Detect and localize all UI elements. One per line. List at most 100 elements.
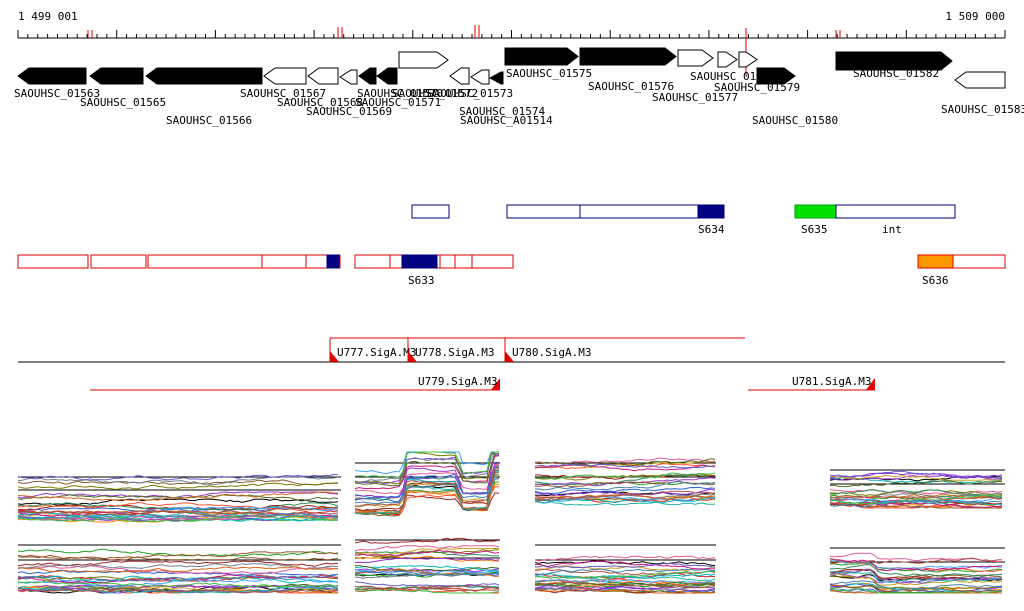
profile-trace <box>354 455 500 490</box>
segment-box[interactable] <box>17 254 89 269</box>
tss-flag-reverse[interactable] <box>491 378 500 390</box>
gene-track <box>17 47 1006 89</box>
profile-trace <box>17 551 339 561</box>
gene-label: SAOUHSC_01580 <box>752 114 838 127</box>
profile-trace <box>354 474 500 508</box>
gene-arrow-SAOUHSC_01572[interactable] <box>398 51 449 69</box>
segment-box[interactable] <box>697 204 725 219</box>
gene-arrow-SAOUHSC_01567[interactable] <box>263 67 307 85</box>
gene-label: SAOUHSC_01576 <box>588 80 674 93</box>
gene-arrow-SAOUHSC_01580[interactable] <box>756 67 796 85</box>
profile-trace <box>829 500 1003 508</box>
gene-label: SAOUHSC_01567 <box>240 87 326 100</box>
gene-arrow-SAOUHSC_01570[interactable] <box>358 67 377 85</box>
segment-box[interactable] <box>454 254 473 269</box>
gene-arrow-SAOUHSC_A01514[interactable] <box>488 71 504 85</box>
gene-arrow-SAOUHSC_01566[interactable] <box>145 67 263 85</box>
profile-trace <box>354 469 500 507</box>
profile-trace <box>354 570 500 576</box>
profile-trace <box>534 495 716 501</box>
gene-label: SAOUHSC_01574 <box>459 105 545 118</box>
profile-trace <box>354 570 500 578</box>
gene-arrow-SAOUHSC_01569[interactable] <box>339 69 358 85</box>
gene-arrow-SAOUHSC_01576[interactable] <box>579 47 677 66</box>
profile-trace <box>534 585 716 593</box>
profile-trace <box>354 585 500 592</box>
profile-trace <box>534 588 715 594</box>
segment-box[interactable] <box>471 254 514 269</box>
profile-trace <box>17 563 339 570</box>
gene-arrow-SAOUHSC_01571[interactable] <box>376 67 398 85</box>
profile-trace <box>534 493 716 501</box>
profile-trace <box>829 480 1003 488</box>
gene-label: SAOUHSC_01582 <box>853 67 939 80</box>
profile-trace <box>829 492 1002 500</box>
profile-trace <box>354 565 500 572</box>
tss-flag-forward[interactable] <box>505 351 514 362</box>
segment-box[interactable] <box>835 204 956 219</box>
segment-row-1: S634 S635 int <box>411 204 956 236</box>
gene-label: SAOUHSC_01570 <box>357 87 443 100</box>
gene-arrow-SAOUHSC_01575[interactable] <box>504 47 579 66</box>
profile-trace <box>17 577 339 587</box>
profile-trace <box>534 501 715 506</box>
gene-label: SAOUHSC_01568 <box>277 96 363 109</box>
profile-trace <box>354 537 500 544</box>
profile-trace <box>354 568 500 578</box>
gene-label: SAOUHSC_01575 <box>506 67 592 80</box>
profile-trace <box>534 581 716 589</box>
tss-flag-reverse[interactable] <box>866 378 875 390</box>
ruler-ticks <box>17 30 1006 39</box>
segment-box[interactable] <box>952 254 1006 269</box>
profile-trace <box>17 506 339 516</box>
gene-arrow-SAOUHSC_01574[interactable] <box>470 69 490 85</box>
gene-arrow-SAOUHSC_01578[interactable] <box>717 51 738 68</box>
profile-band-b <box>17 537 1005 594</box>
gene-arrow-SAOUHSC_01568[interactable] <box>307 67 339 85</box>
segment-box[interactable] <box>147 254 263 269</box>
profile-trace <box>354 549 500 557</box>
segment-box[interactable] <box>90 254 147 269</box>
tss-flag-forward[interactable] <box>408 351 417 362</box>
segment-box[interactable] <box>411 204 450 219</box>
gene-label: SAOUHSC_01583 <box>941 103 1024 116</box>
profile-trace <box>354 451 499 485</box>
segment-box[interactable] <box>261 254 307 269</box>
profile-trace <box>829 573 1002 586</box>
profile-trace <box>829 558 1003 572</box>
profile-trace <box>17 511 339 519</box>
profile-trace <box>354 451 499 478</box>
profile-trace <box>534 486 716 494</box>
gene-label: SAOUHSC_01577 <box>652 91 738 104</box>
segment-box[interactable] <box>439 254 456 269</box>
profile-trace <box>829 562 1003 573</box>
segment-box[interactable] <box>305 254 341 269</box>
gene-arrow-SAOUHSC_01579[interactable] <box>738 51 758 68</box>
profile-trace <box>354 581 500 587</box>
profile-trace <box>534 472 716 481</box>
gene-label: SAOUHSC_01573 <box>427 87 513 100</box>
gene-arrow-SAOUHSC_01565[interactable] <box>89 67 144 85</box>
gene-arrow-SAOUHSC_01577[interactable] <box>677 49 714 67</box>
profile-trace <box>17 494 339 501</box>
profile-trace <box>534 458 716 467</box>
profile-trace <box>829 495 1003 501</box>
gene-arrow-SAOUHSC_01583[interactable] <box>954 71 1006 89</box>
tss-flag-forward[interactable] <box>330 351 339 362</box>
segment-box[interactable] <box>917 254 954 269</box>
segment-box[interactable] <box>401 254 438 269</box>
segment-label: S634 <box>698 223 725 236</box>
gene-arrow-SAOUHSC_01582[interactable] <box>835 51 953 71</box>
segment-box[interactable] <box>794 204 837 219</box>
gene-arrow-SAOUHSC_01573[interactable] <box>449 67 470 85</box>
profile-trace <box>829 474 1003 481</box>
profile-trace <box>534 562 716 569</box>
segment-box[interactable] <box>326 254 340 269</box>
gene-arrow-SAOUHSC_01563[interactable] <box>17 67 87 85</box>
profile-trace <box>17 501 339 511</box>
segment-box[interactable] <box>354 254 391 269</box>
segment-box[interactable] <box>506 204 581 219</box>
segment-label: S636 <box>922 274 949 287</box>
profile-trace <box>829 552 1003 563</box>
